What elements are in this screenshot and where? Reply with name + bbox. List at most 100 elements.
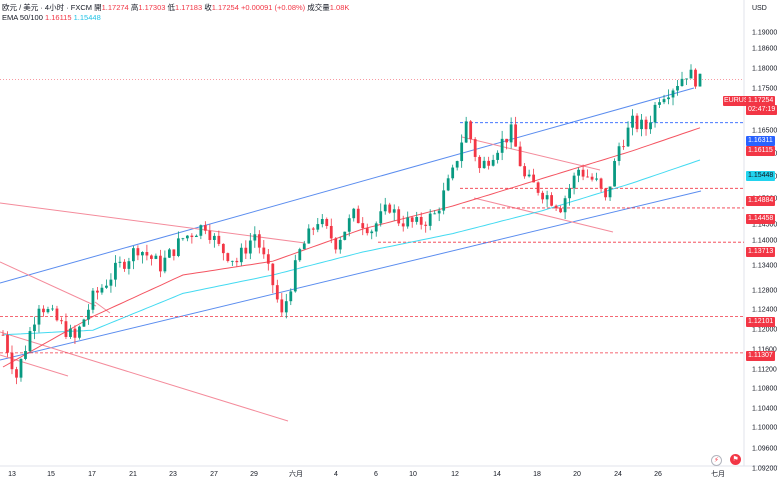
support-line-lower — [0, 331, 289, 422]
symbol-legend: 欧元 / 美元 · 4小时 · FXCM 開1.17274 高1.17303 低… — [2, 2, 349, 13]
candle-body — [685, 78, 688, 80]
x-tick-label: 15 — [47, 471, 55, 478]
candle-body — [653, 104, 657, 123]
ema50-tag: 1.16115 — [746, 146, 775, 156]
open-value: 1.17274 — [101, 3, 129, 12]
candle-body — [604, 188, 607, 198]
candle-body — [581, 169, 585, 177]
candle-body — [24, 351, 27, 359]
candle-body — [680, 78, 684, 86]
candle-body — [87, 309, 90, 320]
candle-body — [212, 235, 216, 240]
candle-body — [51, 308, 54, 310]
candle-body — [226, 253, 230, 262]
y-tick-label: 1.11200 — [752, 367, 777, 374]
change-value: +0.00091 (+0.08%) — [240, 3, 306, 12]
candle-body — [19, 358, 23, 378]
x-tick-label: 14 — [493, 471, 501, 478]
candle-body — [105, 285, 108, 288]
candle-body — [127, 261, 131, 269]
low-value: 1.17183 — [175, 3, 203, 12]
candle-body — [505, 138, 509, 143]
y-tick-label: 1.10800 — [752, 386, 777, 393]
short-trend — [94, 301, 111, 314]
candle-body — [527, 174, 531, 177]
candle-body — [253, 234, 257, 241]
event-flag-icon[interactable]: ⚑ — [730, 454, 741, 465]
current-price-tag: 1.17254 — [746, 96, 776, 106]
candle-body — [132, 248, 135, 262]
y-tick-label: 1.14000 — [752, 238, 777, 245]
candle-body — [37, 308, 41, 325]
candle-body — [248, 240, 252, 254]
trend-lines — [0, 87, 702, 422]
x-tick-label: 4 — [334, 471, 338, 478]
candle-body — [176, 238, 180, 256]
candle-body — [617, 146, 621, 161]
ema-legend[interactable]: EMA 50/100 1.16115 1.15448 — [2, 13, 101, 22]
candle-body — [415, 216, 419, 222]
candle-body — [464, 121, 468, 143]
candle-body — [487, 160, 491, 166]
open-label: 開 — [94, 3, 102, 12]
candle-body — [141, 252, 144, 256]
y-tick-label: 1.09200 — [752, 466, 777, 473]
level-tag-6: 1.11307 — [746, 351, 775, 361]
candle-body — [370, 231, 374, 234]
level-tag-5: 1.12101 — [746, 317, 776, 327]
candle-body — [298, 249, 302, 261]
x-tick-label: 6 — [374, 471, 378, 478]
lightning-icon[interactable]: ⚡ — [711, 455, 722, 466]
candle-body — [203, 225, 207, 231]
candle-body — [361, 223, 365, 229]
candle-body — [689, 69, 693, 79]
close-label: 收 — [204, 3, 212, 12]
y-tick-label: 1.13400 — [752, 263, 777, 270]
symbol-tag: EURUSD — [723, 96, 755, 106]
candle-body — [613, 160, 616, 187]
candle-body — [307, 228, 311, 244]
candle-body — [397, 209, 401, 224]
y-tick-label: 1.17500 — [752, 86, 777, 93]
candle-body — [158, 255, 162, 272]
candle-body — [284, 301, 288, 313]
channel-upper — [0, 87, 695, 284]
candle-body — [69, 328, 72, 337]
candle-body — [545, 195, 549, 200]
candle-body — [136, 248, 140, 256]
candle-body — [73, 328, 77, 338]
candle-body — [698, 73, 702, 87]
y-tick-label: 1.10400 — [752, 406, 777, 413]
high-label: 高 — [130, 3, 139, 12]
candle-body — [554, 205, 558, 209]
candle-body — [6, 334, 9, 353]
candle-body — [667, 97, 670, 100]
candle-body — [460, 142, 464, 162]
candle-body — [599, 178, 603, 189]
candle-body — [640, 119, 643, 130]
flag-upper — [461, 136, 601, 171]
candle-body — [329, 225, 333, 239]
candle-body — [28, 331, 32, 352]
candle-body — [491, 159, 495, 166]
candle-body — [347, 218, 351, 232]
level-tag-3: 1.14458 — [746, 214, 776, 224]
candle-body — [608, 186, 612, 198]
candle-body — [46, 309, 50, 313]
candle-body — [676, 85, 679, 91]
candle-body — [518, 146, 522, 167]
candle-body — [325, 218, 329, 226]
level-tag-1: 1.16311 — [746, 136, 775, 146]
candle-body — [473, 139, 477, 157]
candle-body — [496, 152, 500, 160]
candle-body — [199, 225, 203, 236]
symbol-line: 欧元 / 美元 · 4小时 · FXCM — [2, 3, 92, 12]
candle-body — [244, 247, 248, 254]
candle-body — [536, 182, 540, 193]
candle-body — [266, 254, 270, 264]
candle-body — [410, 217, 414, 222]
candle-body — [514, 124, 518, 147]
candle-body — [482, 160, 486, 169]
candle-body — [649, 122, 652, 130]
